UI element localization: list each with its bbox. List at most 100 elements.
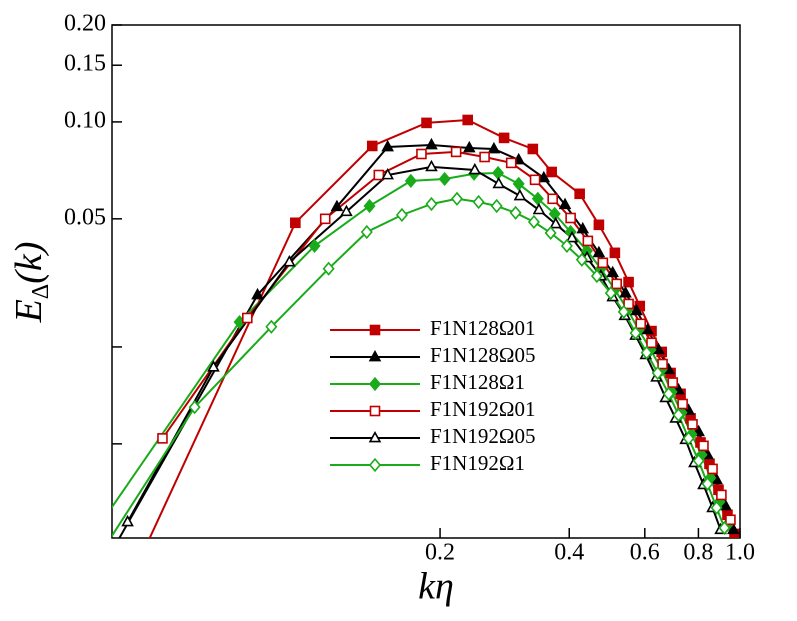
marker xyxy=(565,212,576,224)
marker xyxy=(283,255,296,267)
marker xyxy=(450,191,463,206)
marker xyxy=(366,140,378,152)
marker xyxy=(513,188,527,201)
marker xyxy=(319,213,331,225)
marker xyxy=(308,238,321,253)
x-tick-label: 1.0 xyxy=(725,540,755,566)
series-line xyxy=(118,143,735,538)
y-tick-label: 0.10 xyxy=(64,107,106,133)
marker xyxy=(677,398,688,410)
y-tick-label: 0.15 xyxy=(64,51,106,77)
marker xyxy=(487,141,501,154)
marker xyxy=(590,268,603,284)
marker xyxy=(617,304,630,319)
plot-frame xyxy=(111,24,741,539)
marker xyxy=(558,197,572,210)
y-tick-label: 0.20 xyxy=(64,11,106,37)
legend-label: F1N192Ω05 xyxy=(430,424,535,448)
marker xyxy=(322,261,335,276)
legend-label: F1N128Ω01 xyxy=(430,316,535,340)
marker xyxy=(597,257,609,269)
legend-marker xyxy=(368,349,382,362)
x-tick-label: 0.6 xyxy=(630,540,660,566)
legend-marker xyxy=(369,376,381,392)
marker xyxy=(547,193,558,205)
series-line xyxy=(126,165,722,531)
marker xyxy=(472,194,485,210)
marker xyxy=(592,245,606,258)
marker xyxy=(682,431,695,446)
marker xyxy=(242,312,253,324)
series-line xyxy=(112,171,729,526)
marker xyxy=(546,166,557,178)
marker xyxy=(438,171,451,187)
marker xyxy=(265,319,278,334)
marker xyxy=(576,221,590,234)
marker xyxy=(498,132,510,144)
marker xyxy=(492,176,506,189)
legend-marker xyxy=(368,430,382,443)
marker xyxy=(630,303,643,316)
marker xyxy=(701,476,714,491)
marker xyxy=(611,278,622,290)
x-tick-label: 0.8 xyxy=(683,540,713,566)
marker xyxy=(710,500,723,515)
marker xyxy=(716,489,727,501)
marker xyxy=(667,377,679,388)
marker xyxy=(565,230,579,243)
marker xyxy=(463,140,476,153)
marker xyxy=(527,214,540,230)
marker xyxy=(582,235,594,247)
marker xyxy=(95,519,105,531)
marker xyxy=(425,137,438,150)
marker xyxy=(606,265,619,278)
legend-label: F1N128Ω05 xyxy=(430,343,535,367)
marker xyxy=(698,440,709,452)
marker xyxy=(450,146,462,158)
marker xyxy=(560,238,573,253)
marker xyxy=(492,165,505,181)
y-axis-label: EΔ(k) xyxy=(8,242,54,324)
marker xyxy=(593,219,605,231)
marker xyxy=(532,202,546,215)
marker xyxy=(707,463,718,475)
x-tick-label: 0.4 xyxy=(554,540,584,566)
marker xyxy=(549,216,563,229)
marker xyxy=(727,522,740,535)
marker xyxy=(575,252,588,267)
plot-area xyxy=(95,114,740,564)
marker xyxy=(121,514,134,527)
marker xyxy=(512,176,525,191)
x-tick-label: 0.2 xyxy=(425,540,455,566)
legend-label: F1N192Ω01 xyxy=(430,397,535,421)
series-line xyxy=(112,197,726,538)
marker xyxy=(381,167,394,180)
legend-marker xyxy=(369,405,381,417)
marker xyxy=(574,188,585,200)
marker xyxy=(340,204,353,217)
marker xyxy=(425,196,438,212)
marker xyxy=(544,225,557,241)
marker xyxy=(425,159,438,172)
marker xyxy=(672,407,685,422)
marker xyxy=(719,498,732,511)
marker xyxy=(651,365,664,381)
marker xyxy=(509,205,522,220)
marker xyxy=(363,198,376,214)
marker xyxy=(529,174,541,186)
marker xyxy=(188,400,201,415)
marker xyxy=(105,549,115,558)
marker xyxy=(468,162,482,175)
marker xyxy=(135,555,144,564)
marker xyxy=(623,276,634,288)
marker xyxy=(619,286,632,298)
marker xyxy=(207,360,220,372)
marker xyxy=(662,386,675,401)
y-tick-label: 0.05 xyxy=(64,204,106,230)
legend-marker xyxy=(369,457,381,473)
marker xyxy=(290,217,301,229)
marker xyxy=(360,224,373,240)
marker xyxy=(604,285,617,301)
marker xyxy=(692,453,705,468)
